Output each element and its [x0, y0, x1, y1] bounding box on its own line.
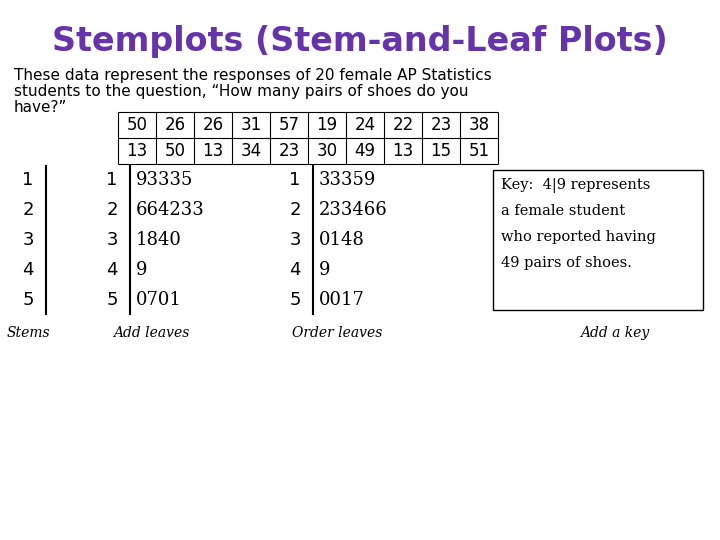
Text: 5: 5 — [22, 291, 34, 309]
Text: 1: 1 — [107, 171, 117, 189]
Text: 664233: 664233 — [136, 201, 204, 219]
Text: 233466: 233466 — [319, 201, 388, 219]
Text: Stemplots (Stem-and-Leaf Plots): Stemplots (Stem-and-Leaf Plots) — [52, 25, 668, 58]
Text: 3: 3 — [22, 231, 34, 249]
Text: 13: 13 — [202, 142, 224, 160]
Text: 5: 5 — [107, 291, 118, 309]
Text: 50: 50 — [127, 116, 148, 134]
Text: 38: 38 — [469, 116, 490, 134]
Text: 23: 23 — [279, 142, 300, 160]
Text: 2: 2 — [22, 201, 34, 219]
Text: 26: 26 — [164, 116, 186, 134]
Text: Add a key: Add a key — [580, 326, 649, 340]
Text: 19: 19 — [316, 116, 338, 134]
Text: 3: 3 — [107, 231, 118, 249]
Text: Order leaves: Order leaves — [292, 326, 382, 340]
Text: 93335: 93335 — [136, 171, 194, 189]
Text: 2: 2 — [289, 201, 301, 219]
Text: a female student: a female student — [501, 204, 625, 218]
Text: 13: 13 — [392, 142, 413, 160]
Text: 0017: 0017 — [319, 291, 365, 309]
Text: 49 pairs of shoes.: 49 pairs of shoes. — [501, 256, 632, 270]
Text: 1: 1 — [289, 171, 301, 189]
Text: 26: 26 — [202, 116, 224, 134]
Text: 24: 24 — [354, 116, 376, 134]
Text: 9: 9 — [136, 261, 148, 279]
Text: 57: 57 — [279, 116, 300, 134]
Bar — [493, 170, 703, 310]
Text: 0701: 0701 — [136, 291, 182, 309]
Text: 49: 49 — [354, 142, 376, 160]
Text: 3: 3 — [289, 231, 301, 249]
Text: 13: 13 — [127, 142, 148, 160]
Text: 23: 23 — [431, 116, 451, 134]
Text: Stems: Stems — [6, 326, 50, 340]
Text: These data represent the responses of 20 female AP Statistics: These data represent the responses of 20… — [14, 68, 492, 83]
Text: who reported having: who reported having — [501, 230, 656, 244]
Text: 4: 4 — [107, 261, 118, 279]
Text: 4: 4 — [289, 261, 301, 279]
Text: 2: 2 — [107, 201, 118, 219]
Text: 22: 22 — [392, 116, 413, 134]
Text: Key:  4|9 represents: Key: 4|9 represents — [501, 178, 650, 193]
Text: 51: 51 — [469, 142, 490, 160]
Text: 30: 30 — [316, 142, 338, 160]
Text: 33359: 33359 — [319, 171, 377, 189]
Text: 34: 34 — [240, 142, 261, 160]
Text: 4: 4 — [22, 261, 34, 279]
Text: 50: 50 — [164, 142, 186, 160]
Text: 5: 5 — [289, 291, 301, 309]
Text: 31: 31 — [240, 116, 261, 134]
Text: Add leaves: Add leaves — [113, 326, 189, 340]
Text: 15: 15 — [431, 142, 451, 160]
Text: 0148: 0148 — [319, 231, 365, 249]
Text: 1: 1 — [22, 171, 34, 189]
Text: 9: 9 — [319, 261, 330, 279]
Text: have?”: have?” — [14, 100, 68, 115]
Text: 1840: 1840 — [136, 231, 182, 249]
Text: students to the question, “How many pairs of shoes do you: students to the question, “How many pair… — [14, 84, 469, 99]
